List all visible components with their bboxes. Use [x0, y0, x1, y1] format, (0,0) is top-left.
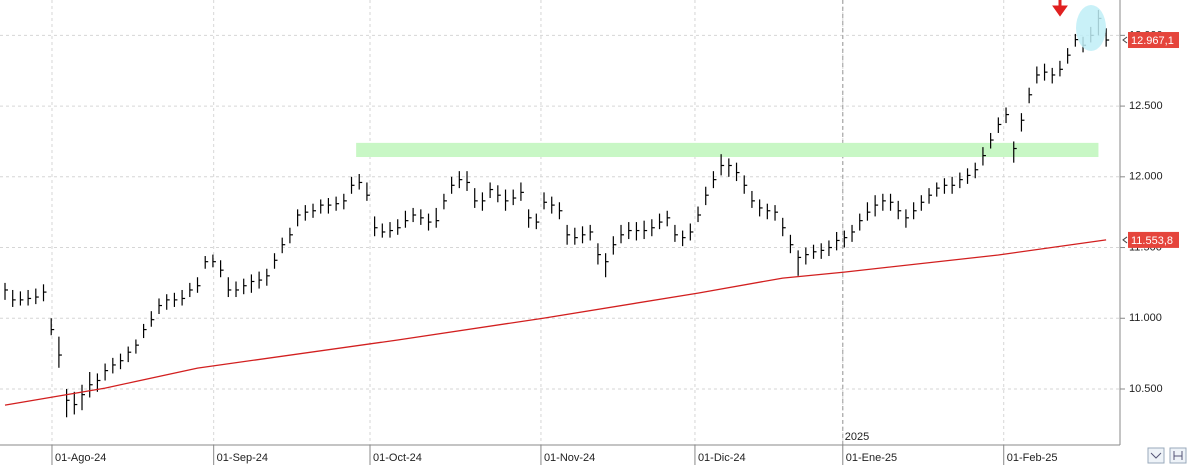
- moving-average-line: [4, 239, 1107, 406]
- grid: [0, 0, 1120, 445]
- axes: 10.50011.00011.50012.00012.50013.00001-A…: [51, 29, 1163, 465]
- last-value-label: 12.967,1: [1131, 35, 1174, 47]
- x-tick-label: 01-Dic-24: [698, 452, 746, 464]
- x-tick-label: 01-Sep-24: [217, 452, 268, 464]
- last-value-pointer: [1122, 236, 1128, 244]
- resistance-band: [356, 142, 1099, 158]
- x-tick-label: 01-Oct-24: [373, 452, 422, 464]
- x-tick-label: 01-Feb-25: [1007, 452, 1058, 464]
- last-value-pointer: [1122, 36, 1128, 44]
- last-value-box: [1128, 32, 1179, 49]
- overlay: 12.967,1 11.553,8: [1122, 32, 1179, 248]
- x-tick-label: 01-Ene-25: [846, 452, 897, 464]
- y-tick-label: 10.500: [1129, 383, 1163, 395]
- last-value-label: 11.553,8: [1131, 235, 1173, 247]
- highlight-ellipse: [1076, 5, 1106, 51]
- year-label: 2025: [845, 431, 869, 443]
- scroll-icon: [1150, 452, 1162, 459]
- x-tick-label: 01-Nov-24: [544, 452, 595, 464]
- scroll-button[interactable]: [1147, 447, 1165, 464]
- y-tick-label: 12.500: [1129, 100, 1163, 112]
- settings-icon: [1173, 451, 1183, 460]
- y-tick-label: 11.000: [1129, 312, 1162, 324]
- x-tick-label: 01-Ago-24: [55, 452, 106, 464]
- y-tick-label: 12.000: [1129, 171, 1163, 183]
- down-arrow: [1052, 0, 1068, 17]
- plot-area: [4, 9, 1110, 418]
- last-value-box: [1128, 231, 1179, 248]
